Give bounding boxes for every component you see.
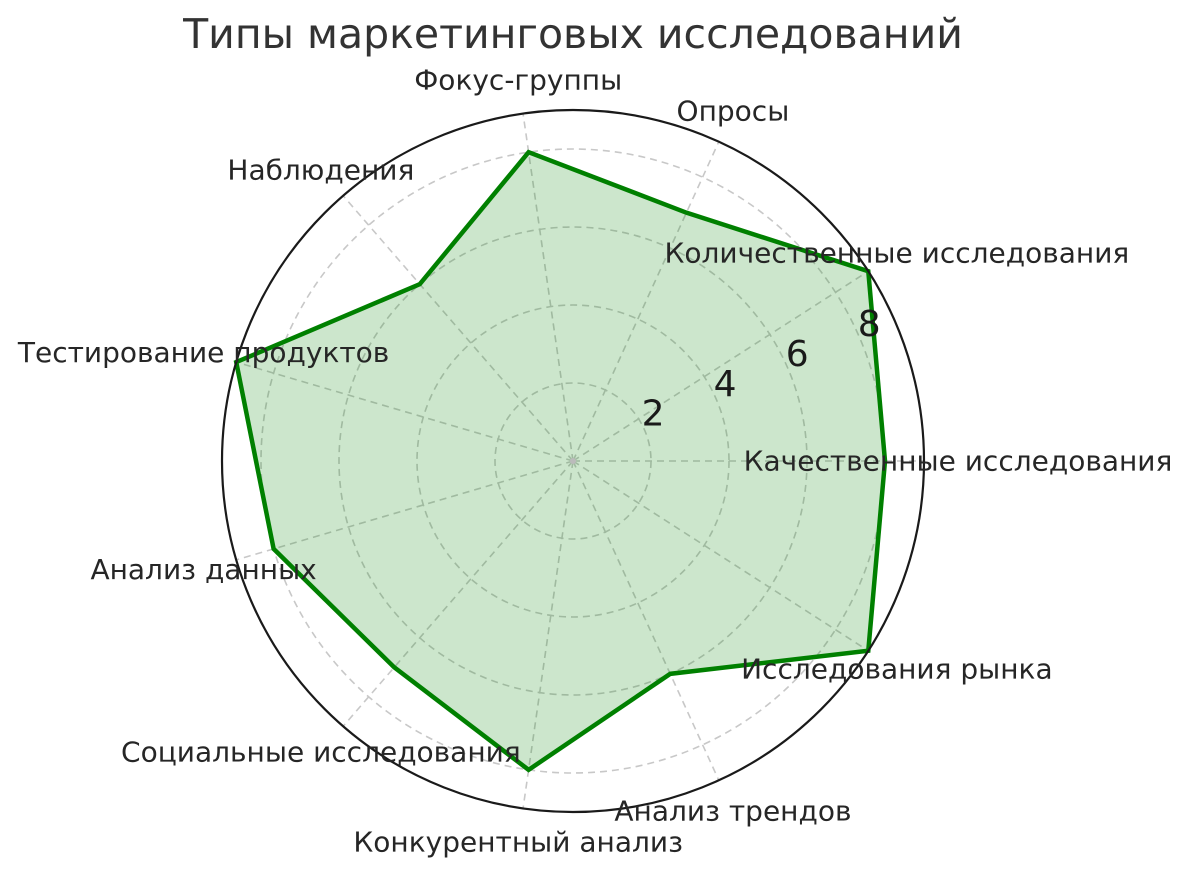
radial-tick-label: 2	[642, 394, 665, 435]
outer-circle	[220, 108, 926, 814]
chart-title: Типы маркетинговых исследований	[182, 10, 963, 58]
category-label: Анализ данных	[90, 553, 316, 586]
axis-spoke	[342, 195, 574, 462]
data-polygon-outline	[233, 149, 888, 773]
category-label: Исследования рынка	[741, 653, 1053, 686]
axis-spoke	[522, 113, 574, 462]
category-label: Конкурентный анализ	[353, 826, 683, 859]
data-polygon-fill	[236, 152, 886, 770]
category-label: Фокус-группы	[414, 63, 622, 96]
category-label: Тестирование продуктов	[17, 336, 389, 369]
radial-tick-label: 8	[858, 304, 881, 345]
category-label: Социальные исследования	[121, 735, 521, 768]
axis-spoke	[572, 141, 720, 462]
center-dot	[570, 458, 576, 464]
axis-spoke	[235, 460, 574, 561]
axis-spoke	[572, 460, 720, 781]
axis-spoke	[522, 460, 574, 809]
category-label: Количественные исследования	[664, 236, 1129, 269]
category-label: Качественные исследования	[744, 445, 1173, 478]
category-label: Анализ трендов	[614, 795, 851, 828]
axis-spoke	[572, 270, 869, 462]
axis-spoke	[235, 361, 574, 462]
axis-spoke	[342, 460, 574, 727]
category-label: Наблюдения	[227, 154, 414, 187]
axis-spoke	[572, 460, 869, 652]
category-label: Опросы	[677, 94, 790, 127]
radial-tick-label: 6	[786, 334, 809, 375]
chart-layers: 2 4 6 8 Качественные исследования Количествен…	[17, 63, 1172, 858]
radial-tick-label: 4	[714, 364, 737, 405]
